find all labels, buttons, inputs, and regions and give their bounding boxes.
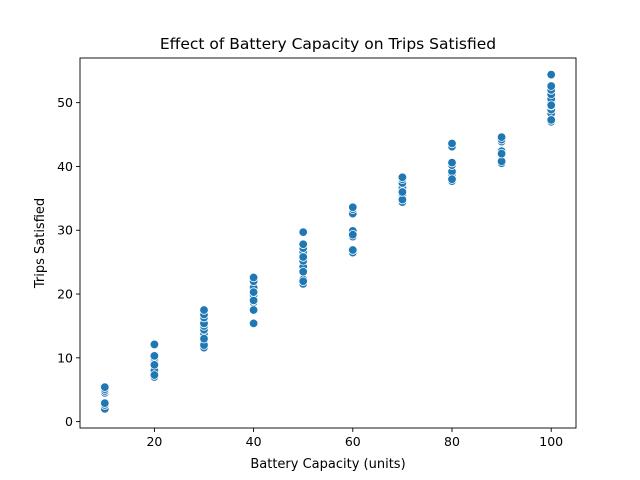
data-point bbox=[447, 157, 457, 168]
y-tick-label: 20 bbox=[57, 287, 73, 302]
data-point bbox=[149, 370, 160, 380]
data-point bbox=[199, 305, 209, 315]
data-point bbox=[397, 172, 408, 182]
x-axis-label: Battery Capacity (units) bbox=[250, 457, 405, 472]
data-point bbox=[447, 138, 457, 149]
y-tick-label: 0 bbox=[65, 414, 73, 429]
plot-frame bbox=[79, 57, 577, 429]
data-point bbox=[348, 202, 358, 212]
x-tick-label: 60 bbox=[345, 434, 361, 449]
data-point bbox=[546, 100, 556, 110]
y-tick-label: 30 bbox=[57, 223, 73, 238]
data-point bbox=[546, 81, 556, 91]
data-point bbox=[447, 174, 457, 184]
x-tick-label: 40 bbox=[246, 434, 262, 449]
data-point bbox=[298, 252, 308, 262]
data-point bbox=[100, 398, 110, 408]
data-point bbox=[397, 187, 408, 197]
y-tick-label: 40 bbox=[57, 159, 73, 174]
data-point bbox=[248, 318, 259, 329]
points-layer bbox=[100, 69, 556, 414]
data-point bbox=[546, 69, 556, 80]
x-tick-label: 80 bbox=[444, 434, 460, 449]
data-point bbox=[248, 305, 259, 315]
data-point bbox=[149, 339, 160, 350]
data-point bbox=[149, 351, 160, 361]
data-point bbox=[298, 239, 308, 249]
data-point bbox=[298, 267, 308, 277]
data-point bbox=[248, 287, 259, 297]
y-axis-label: Trips Satisfied bbox=[33, 198, 48, 289]
data-point bbox=[248, 272, 259, 283]
data-point bbox=[199, 333, 209, 344]
data-point bbox=[348, 245, 358, 255]
data-point bbox=[298, 276, 308, 286]
data-point bbox=[546, 115, 556, 125]
y-tick-label: 10 bbox=[57, 350, 73, 365]
x-tick-label: 20 bbox=[146, 434, 162, 449]
x-axis: 20 40 60 80 100 bbox=[146, 428, 563, 449]
y-axis: 0 10 20 30 40 50 bbox=[57, 95, 80, 429]
chart-title: Effect of Battery Capacity on Trips Sati… bbox=[160, 35, 496, 53]
data-point bbox=[348, 230, 358, 240]
data-point bbox=[248, 295, 259, 306]
x-tick-label: 100 bbox=[539, 434, 563, 449]
y-tick-label: 50 bbox=[57, 95, 73, 110]
data-point bbox=[100, 382, 110, 392]
data-point bbox=[149, 360, 160, 370]
data-point bbox=[496, 148, 507, 159]
data-point bbox=[298, 227, 308, 237]
data-point bbox=[496, 132, 507, 142]
